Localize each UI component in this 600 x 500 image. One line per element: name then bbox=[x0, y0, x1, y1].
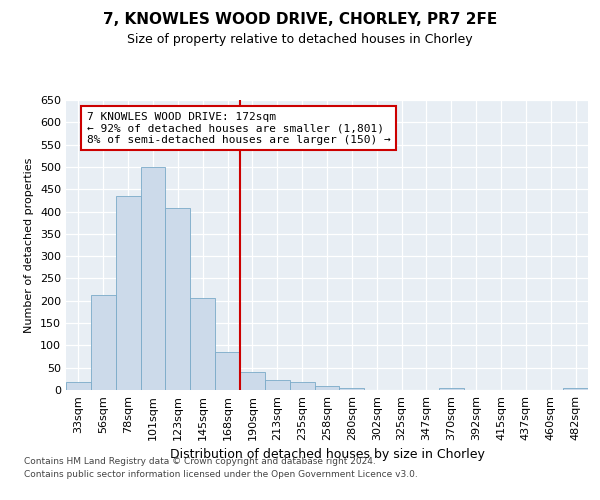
Bar bbox=[314, 386, 340, 390]
Text: 7, KNOWLES WOOD DRIVE, CHORLEY, PR7 2FE: 7, KNOWLES WOOD DRIVE, CHORLEY, PR7 2FE bbox=[103, 12, 497, 28]
Text: Size of property relative to detached houses in Chorley: Size of property relative to detached ho… bbox=[127, 32, 473, 46]
Bar bbox=[66, 382, 91, 390]
Bar bbox=[215, 352, 240, 390]
Bar bbox=[116, 196, 140, 390]
X-axis label: Distribution of detached houses by size in Chorley: Distribution of detached houses by size … bbox=[170, 448, 484, 462]
Bar bbox=[563, 388, 588, 390]
Bar bbox=[140, 167, 166, 390]
Bar bbox=[265, 380, 290, 390]
Bar bbox=[190, 298, 215, 390]
Bar bbox=[91, 296, 116, 390]
Bar bbox=[290, 382, 314, 390]
Bar bbox=[240, 372, 265, 390]
Y-axis label: Number of detached properties: Number of detached properties bbox=[25, 158, 34, 332]
Text: Contains HM Land Registry data © Crown copyright and database right 2024.: Contains HM Land Registry data © Crown c… bbox=[24, 458, 376, 466]
Bar bbox=[166, 208, 190, 390]
Text: Contains public sector information licensed under the Open Government Licence v3: Contains public sector information licen… bbox=[24, 470, 418, 479]
Bar bbox=[439, 388, 464, 390]
Text: 7 KNOWLES WOOD DRIVE: 172sqm
← 92% of detached houses are smaller (1,801)
8% of : 7 KNOWLES WOOD DRIVE: 172sqm ← 92% of de… bbox=[87, 112, 391, 145]
Bar bbox=[340, 388, 364, 390]
